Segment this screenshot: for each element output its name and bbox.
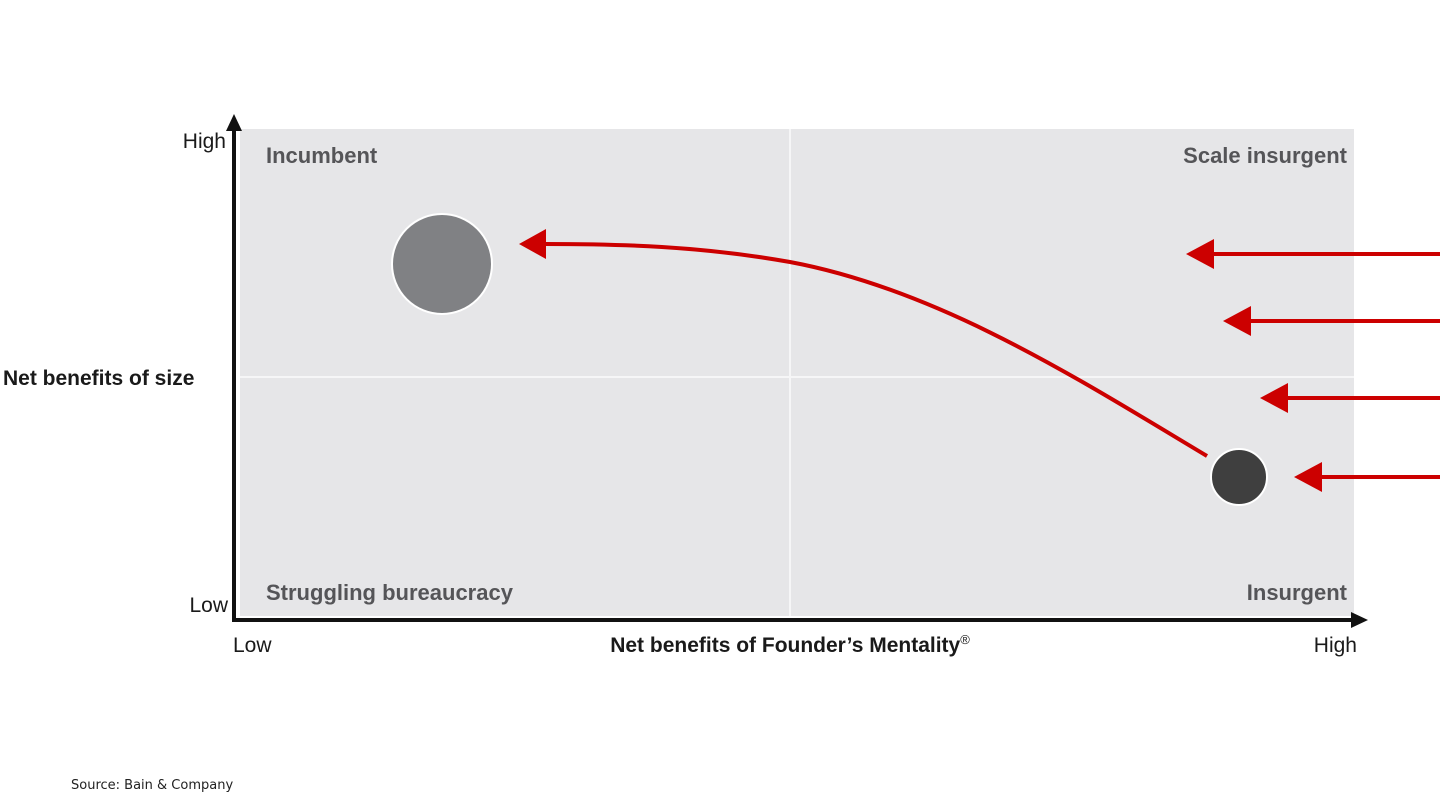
source-note: Source: Bain & Company xyxy=(71,778,234,793)
quadrant-label-struggling-bureaucracy: Struggling bureaucracy xyxy=(266,580,514,605)
y-axis-title: Net benefits of size xyxy=(3,367,194,390)
plot-area xyxy=(240,129,1354,616)
x-axis-title-text: Net benefits of Founder’s Mentality xyxy=(610,634,960,657)
quadrant-label-insurgent: Insurgent xyxy=(1247,580,1348,605)
trajectory-arrowhead xyxy=(519,229,546,259)
registered-mark: ® xyxy=(960,632,970,647)
y-axis-arrowhead xyxy=(226,114,242,131)
quadrant-label-scale-insurgent: Scale insurgent xyxy=(1183,143,1348,168)
incoming-arrow-1 xyxy=(1186,239,1440,269)
y-high-label: High xyxy=(183,130,226,153)
quadrant-label-incumbent: Incumbent xyxy=(266,143,378,168)
insurgent-circle xyxy=(1210,448,1268,506)
x-low-label: Low xyxy=(233,634,272,657)
x-axis-arrowhead xyxy=(1351,612,1368,628)
trajectory-curve xyxy=(544,242,1209,458)
incoming-arrow-3 xyxy=(1260,383,1440,413)
x-axis-title: Net benefits of Founder’s Mentality® xyxy=(610,632,970,657)
incumbent-circle xyxy=(391,213,493,315)
incoming-arrow-2 xyxy=(1223,306,1440,336)
x-high-label: High xyxy=(1314,634,1357,657)
y-low-label: Low xyxy=(189,594,228,617)
incoming-arrow-4 xyxy=(1294,462,1440,492)
